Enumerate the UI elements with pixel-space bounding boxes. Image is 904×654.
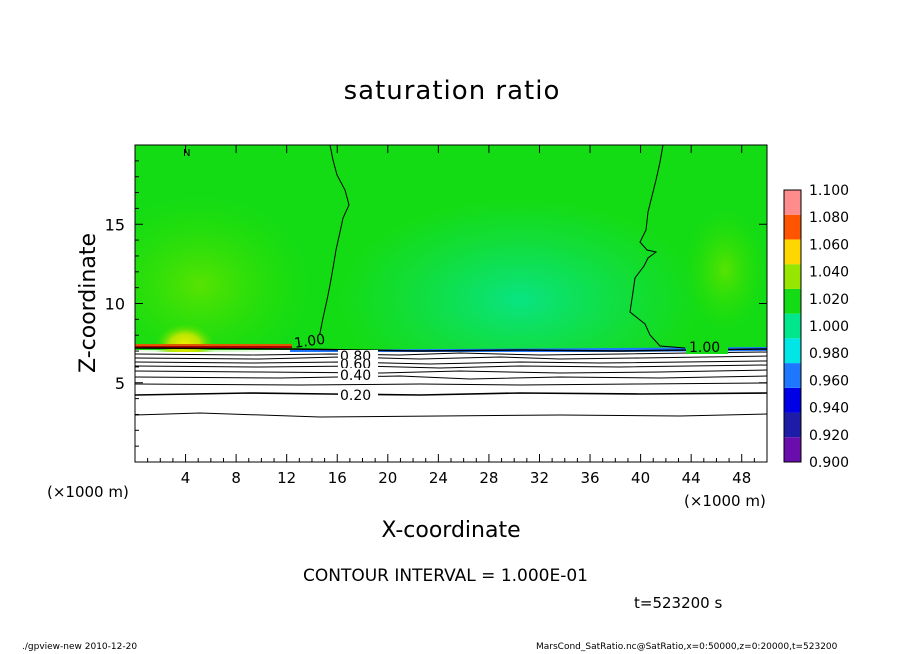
x-tick-label: 32 — [530, 469, 549, 487]
contour-line-0-40 — [135, 375, 767, 380]
x-tick-label: 28 — [479, 469, 498, 487]
contour-line-1-00-left — [315, 145, 350, 347]
x-tick-label: 24 — [429, 469, 448, 487]
x-axis-title: X-coordinate — [381, 518, 520, 543]
contour-line-0-30 — [135, 382, 767, 386]
contour-labels: 1.00 1.00 0.80 0.60 0.40 0.20 — [292, 332, 728, 404]
y-axis-title: Z-coordinate — [76, 233, 101, 373]
colorbar-label: 0.900 — [809, 455, 849, 471]
light-green-blob-right — [685, 210, 765, 330]
x-axis-unit-label-right: (×1000 m) — [684, 492, 766, 510]
colorbar-swatch — [784, 264, 801, 289]
colorbar-label: 1.060 — [809, 237, 849, 253]
colorbar-label: 1.080 — [809, 210, 849, 226]
x-tick-label: 40 — [631, 469, 650, 487]
colorbar-frame — [783, 189, 802, 463]
colorbar-swatch — [784, 190, 801, 215]
colorbar-swatch — [784, 338, 801, 364]
x-tick-label: 12 — [277, 469, 296, 487]
contour-line-0-80 — [135, 355, 767, 360]
time-label: t=523200 s — [634, 594, 723, 612]
contour-line-0-20 — [135, 392, 767, 396]
contour-label-5: 0.40 — [340, 368, 371, 384]
contour-line-0-60 — [135, 364, 767, 369]
colorbar-label: 1.020 — [809, 292, 849, 308]
colorbar-label: 0.980 — [809, 346, 849, 362]
x-tick-label: 8 — [231, 469, 241, 487]
x-tick-label: 48 — [732, 469, 751, 487]
colorbar-label: 0.940 — [809, 401, 849, 417]
contour-label-2: 1.00 — [689, 340, 720, 356]
contour-label-6: 0.20 — [340, 388, 371, 404]
colorbar: 0.900 0.920 0.940 0.960 0.980 1.000 1.020 1.040… — [783, 183, 849, 471]
colorbar-label: 0.920 — [809, 428, 849, 444]
footer-program: ./gpview-new 2010-12-20 — [22, 642, 138, 652]
contour-line-0-50 — [135, 369, 767, 374]
heatmap-field — [135, 145, 767, 462]
colorbar-label: 1.100 — [809, 183, 849, 199]
colorbar-swatch — [784, 387, 801, 413]
contour-line-0-10 — [135, 412, 767, 418]
colorbar-label: 0.960 — [809, 373, 849, 389]
x-tick-label: 44 — [682, 469, 701, 487]
contour-line-0-90 — [135, 351, 767, 356]
top-marker: N — [183, 148, 190, 159]
x-axis-unit-label: (×1000 m) — [47, 483, 129, 501]
contour-label-1: 1.00 — [293, 332, 326, 352]
x-axis-ticks: 4 8 12 16 20 24 28 32 36 40 44 48 — [147, 145, 755, 487]
x-tick-label: 20 — [378, 469, 397, 487]
colorbar-swatch — [784, 239, 801, 265]
y-tick-label: 15 — [105, 215, 125, 234]
colorbar-swatch — [784, 412, 801, 438]
x-tick-label: 4 — [181, 469, 191, 487]
colorbar-label: 1.040 — [809, 265, 849, 281]
contour-interval-text: CONTOUR INTERVAL = 1.000E-01 — [303, 566, 588, 586]
colorbar-swatch — [784, 214, 801, 240]
footer-source: MarsCond_SatRatio.nc@SatRatio,x=0:50000,… — [536, 642, 838, 652]
colorbar-label: 1.000 — [809, 319, 849, 335]
colorbar-swatch — [784, 363, 801, 388]
colorbar-swatch — [784, 288, 801, 314]
y-axis-ticks: 5 10 15 — [105, 160, 767, 447]
x-tick-label: 16 — [328, 469, 347, 487]
lower-white-field — [135, 352, 767, 462]
contour-line-0-70 — [135, 360, 767, 365]
y-tick-label: 10 — [105, 295, 125, 314]
chart-title: saturation ratio — [343, 76, 561, 106]
colorbar-swatch — [784, 313, 801, 339]
colorbar-swatch — [784, 437, 801, 462]
contour-line-top — [135, 347, 767, 352]
y-tick-label: 5 — [115, 374, 125, 393]
x-tick-label: 36 — [580, 469, 599, 487]
contour-lines — [135, 145, 767, 418]
contour-line-1-00-right — [629, 145, 686, 349]
red-strip — [135, 346, 295, 348]
